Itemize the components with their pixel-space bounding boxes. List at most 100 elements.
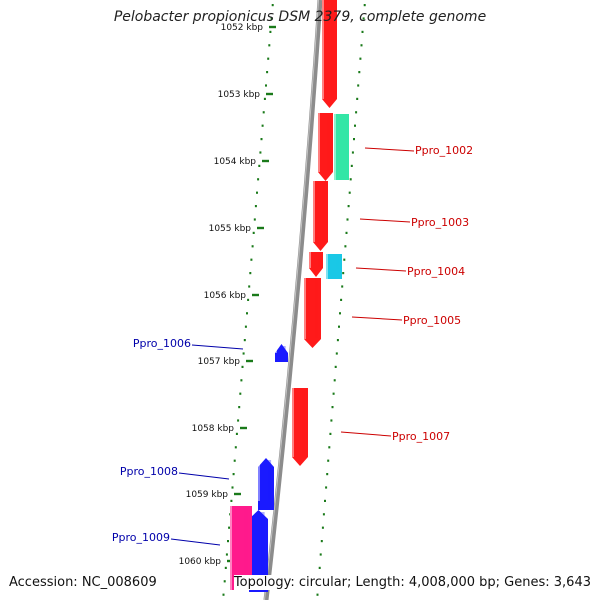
gene-arrow-ppro-1007-highlight — [301, 390, 306, 456]
feature-pink-body — [230, 506, 252, 590]
left-tick-dot — [244, 325, 247, 328]
right-tick-dot — [321, 526, 324, 529]
right-tick-dot — [343, 258, 346, 261]
feature-teal — [334, 114, 349, 180]
gene-arrow-ppro-1003 — [313, 181, 328, 251]
right-tick-dot — [342, 272, 345, 275]
left-tick-dot — [249, 272, 252, 275]
accession-text: Accession: NC_008609 — [9, 575, 157, 590]
gene-arrow-ppro-1009-body — [249, 510, 268, 592]
gene-arrow-ppro-1007 — [292, 388, 308, 466]
left-tick-dot — [269, 30, 272, 33]
gene-label: Ppro_1005 — [403, 314, 461, 327]
left-tick-dot — [235, 432, 238, 435]
scale-tick — [234, 492, 241, 496]
left-tick-dot — [247, 298, 250, 301]
left-tick-dot — [250, 258, 253, 261]
left-tick-dot — [246, 312, 248, 315]
right-tick-dot — [354, 124, 356, 127]
right-tick-dot — [358, 71, 361, 74]
left-tick-dot — [231, 486, 234, 489]
scale-tick-label: 1057 kbp — [198, 357, 241, 367]
right-tick-dot — [334, 365, 337, 368]
right-tick-dot — [328, 446, 331, 449]
left-tick-dot — [238, 406, 241, 409]
right-tick-dot — [348, 191, 351, 194]
right-tick-dot — [327, 459, 330, 462]
gene-arrow-top-edge — [322, 0, 324, 99]
gene-leader-line — [178, 472, 230, 480]
gene-label: Ppro_1006 — [133, 337, 191, 350]
right-tick-dot — [347, 205, 350, 208]
gene-arrow-ppro-1004 — [309, 252, 323, 277]
left-tick-dot — [225, 553, 228, 556]
gene-leader-line — [340, 431, 392, 437]
left-tick-dot — [240, 379, 243, 382]
scale-tick — [266, 92, 273, 96]
scale-tick — [257, 226, 264, 230]
genome-backbone — [263, 0, 323, 600]
feature-pink-highlight — [243, 508, 249, 580]
gene-arrow-top — [322, 0, 337, 108]
gene-arrow-ppro-1008 — [258, 458, 274, 510]
gene-arrow-ppro-1007-body — [292, 388, 308, 466]
gene-arrow-top-body — [322, 0, 337, 108]
right-tick-dot — [356, 97, 359, 100]
right-tick-dot — [320, 540, 323, 543]
right-tick-dot — [330, 419, 333, 422]
right-tick-dot — [333, 379, 336, 382]
gene-label: Ppro_1009 — [112, 531, 170, 544]
right-tick-dot — [331, 406, 334, 409]
right-tick-dot — [353, 138, 355, 141]
right-tick-dot — [336, 339, 339, 342]
gene-label: Ppro_1008 — [120, 465, 178, 478]
gene-arrow-ppro-1005-body — [304, 278, 321, 348]
gene-arrow-top-highlight — [331, 0, 335, 98]
feature-teal-highlight — [343, 116, 347, 170]
right-tick-dot — [335, 352, 338, 355]
right-tick-dot — [355, 111, 358, 114]
left-tick-dot — [243, 339, 246, 342]
feature-cyan-highlight — [335, 256, 340, 269]
gene-arrow-ppro-1004-body — [309, 252, 323, 277]
gene-arrow-ppro-1003-body — [313, 181, 328, 251]
gene-label: Ppro_1002 — [415, 144, 473, 157]
left-tick-dot — [239, 392, 242, 395]
left-tick-dot — [251, 245, 254, 248]
scale-tick-label: 1058 kbp — [192, 424, 235, 434]
feature-pink — [230, 506, 252, 590]
genome-title: Pelobacter propionicus DSM 2379, complet… — [113, 9, 487, 25]
right-tick-dot — [341, 285, 344, 288]
right-tick-dot — [360, 44, 363, 47]
scale-tick — [262, 159, 269, 163]
gene-label: Ppro_1003 — [411, 216, 469, 229]
gene-arrow-ppro-1006-highlight — [283, 346, 286, 352]
left-tick-dot — [260, 138, 263, 141]
scale-tick — [240, 426, 247, 430]
left-tick-dot — [233, 459, 236, 462]
left-tick-dot — [232, 473, 235, 476]
scale-tick-label: 1059 kbp — [186, 490, 229, 500]
gene-features — [230, 0, 349, 592]
scale-tick — [269, 25, 276, 29]
left-tick-dot — [227, 540, 229, 543]
left-tick-dot — [265, 84, 267, 87]
gene-arrow-ppro-1008-body — [258, 458, 274, 510]
gene-arrow-ppro-1002 — [318, 113, 333, 181]
left-tick-dot — [223, 580, 226, 583]
tick-track — [222, 4, 366, 596]
left-tick-dot — [257, 178, 260, 181]
left-tick-dot — [241, 365, 244, 368]
left-tick-dot — [228, 526, 231, 529]
right-tick-dot — [359, 57, 362, 60]
gene-arrow-ppro-1003-edge — [313, 181, 315, 242]
right-tick-dot — [339, 312, 341, 315]
right-tick-dot — [363, 4, 366, 7]
gene-arrow-ppro-1002-edge — [318, 113, 320, 172]
gene-leader-line — [359, 218, 411, 223]
right-tick-dot — [340, 298, 343, 301]
left-tick-dot — [261, 124, 264, 127]
feature-teal-body — [334, 114, 349, 180]
left-tick-dot — [222, 593, 225, 596]
